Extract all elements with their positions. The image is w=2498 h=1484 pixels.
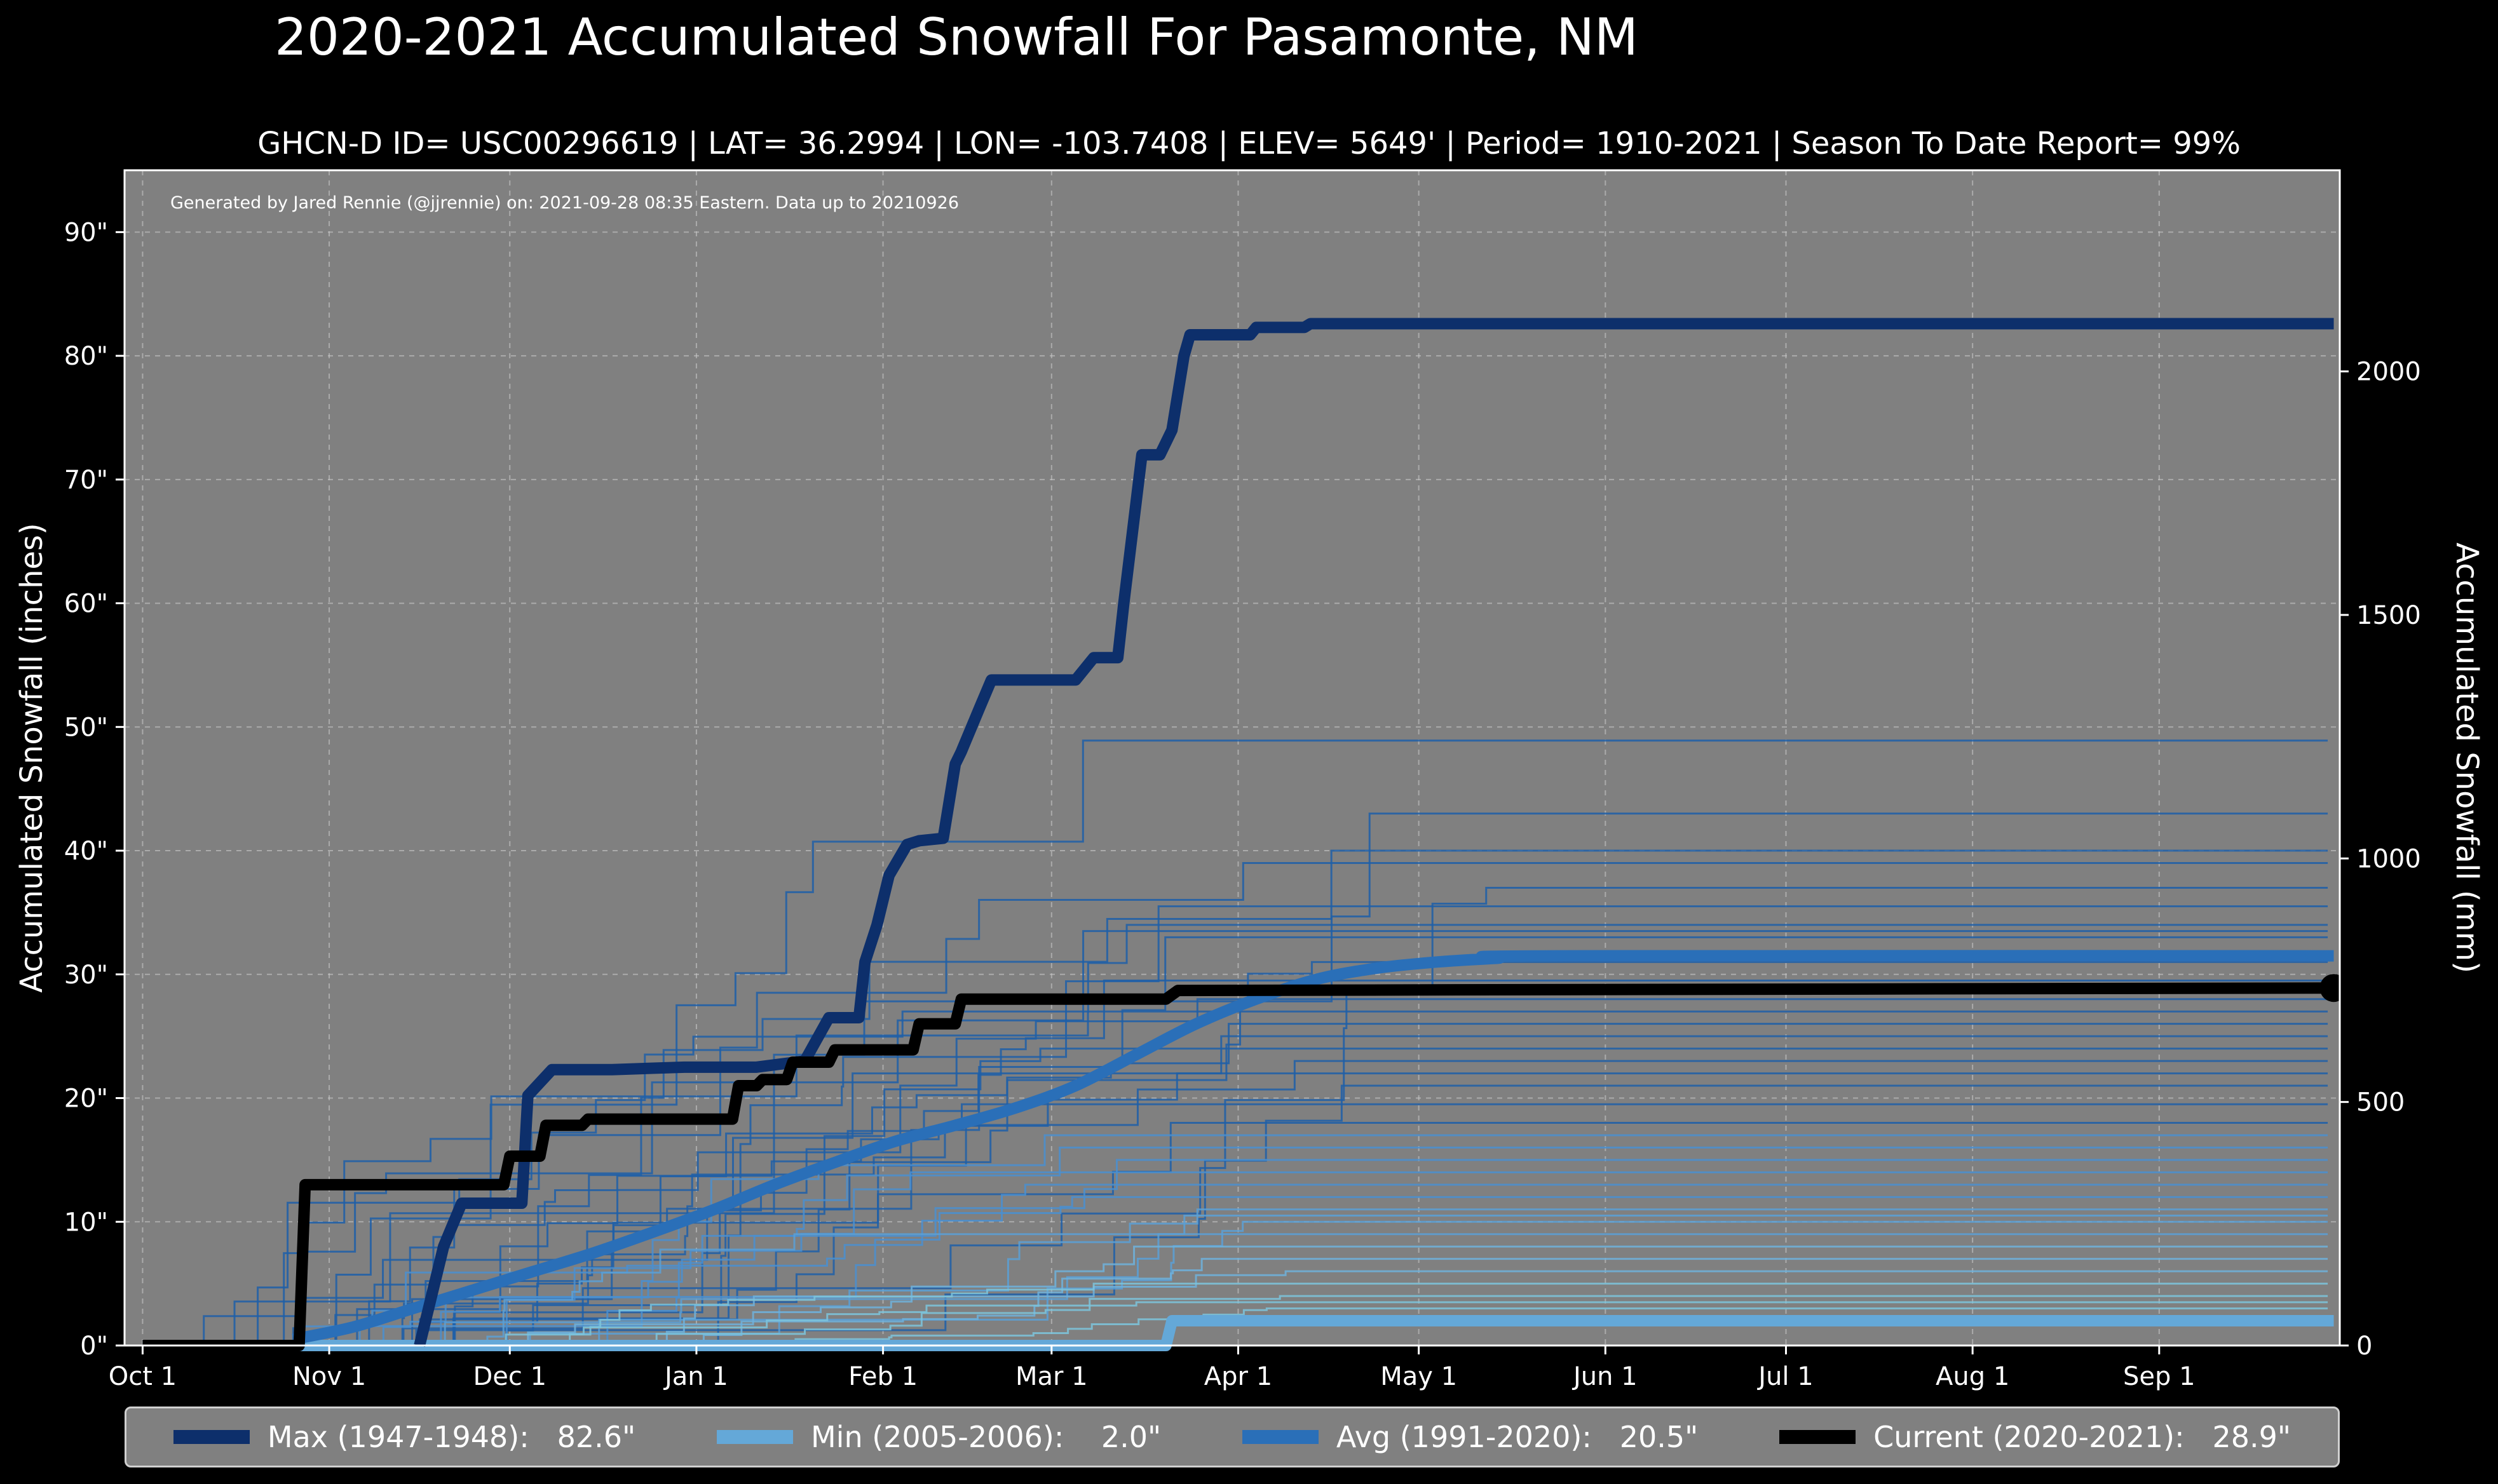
season-line — [142, 1295, 2328, 1347]
chart-subtitle: GHCN-D ID= USC00296619 | LAT= 36.2994 | … — [257, 126, 2241, 161]
x-tick-label: Dec 1 — [473, 1362, 546, 1391]
historical-seasons — [142, 739, 2328, 1347]
legend-label: Current (2020-2021): 28.9" — [1873, 1420, 2291, 1454]
current-marker — [2319, 974, 2348, 1002]
y-tick-label-right: 0 — [2356, 1332, 2372, 1361]
y-tick-label: 10" — [64, 1208, 108, 1237]
season-line — [142, 1307, 2328, 1347]
x-tick-label: Sep 1 — [2123, 1362, 2196, 1391]
series-current-line — [142, 982, 2334, 1351]
y-tick-label: 0" — [80, 1332, 108, 1361]
season-line — [142, 1134, 2328, 1347]
y-tick-label: 40" — [64, 837, 108, 866]
y-tick-label-right: 1000 — [2356, 844, 2421, 874]
y-tick-label-right: 500 — [2356, 1088, 2405, 1117]
grid — [125, 170, 2340, 1346]
legend-swatch — [1779, 1430, 1856, 1444]
legend: Max (1947-1948): 82.6" Min (2005-2006): 2… — [125, 1406, 2340, 1467]
x-tick-label: Feb 1 — [848, 1362, 918, 1391]
chart-title: 2020-2021 Accumulated Snowfall For Pasam… — [275, 8, 1638, 67]
series-max-line — [414, 318, 2334, 1347]
y-tick-label: 60" — [64, 590, 108, 619]
x-tick-label: Jun 1 — [1571, 1362, 1638, 1391]
legend-swatch — [1242, 1430, 1319, 1444]
x-tick-label: May 1 — [1380, 1362, 1457, 1391]
season-line — [142, 813, 2328, 1347]
season-line — [142, 1208, 2328, 1347]
y-tick-label: 90" — [64, 218, 108, 247]
y-tick-label: 20" — [64, 1084, 108, 1114]
y-tick-label-right: 2000 — [2356, 358, 2421, 387]
y-axis-label-left: Accumulated Snowfall (inches) — [14, 523, 50, 993]
season-line — [142, 1010, 2328, 1347]
series-avg-line — [292, 950, 2334, 1346]
season-line — [142, 886, 2328, 1347]
y-tick-label: 30" — [64, 961, 108, 990]
snowfall-chart: Oct 1 Nov 1 Dec 1 Jan 1 Feb 1 Mar 1 Apr 1 May 1… — [14, 169, 2485, 1391]
season-line — [142, 739, 2328, 1347]
plot-area — [125, 170, 2340, 1346]
y-tick-label: 70" — [64, 466, 108, 495]
season-line — [142, 1196, 2328, 1347]
x-tick-label: Jan 1 — [663, 1362, 728, 1391]
season-line — [142, 1233, 2328, 1347]
season-line — [142, 905, 2328, 1347]
legend-item-min: Min (2005-2006): 2.0" — [716, 1420, 1162, 1454]
legend-label: Min (2005-2006): 2.0" — [810, 1420, 1162, 1454]
x-tick-label: Apr 1 — [1204, 1362, 1272, 1391]
legend-swatch — [173, 1430, 250, 1444]
season-line — [142, 1283, 2328, 1347]
season-line — [142, 1146, 2328, 1347]
legend-swatch — [716, 1430, 793, 1444]
y-tick-label: 80" — [64, 342, 108, 371]
y-tick-label-right: 1500 — [2356, 601, 2421, 630]
legend-label: Max (1947-1948): 82.6" — [267, 1420, 636, 1454]
season-line — [142, 1245, 2328, 1347]
season-line — [142, 1270, 2328, 1347]
season-line — [142, 1103, 2328, 1347]
x-tick-label: Aug 1 — [1936, 1362, 2009, 1391]
x-tick-label: Mar 1 — [1015, 1362, 1088, 1391]
y-axis-label-right: Accumulated Snowfall (mm) — [2449, 543, 2485, 973]
legend-item-max: Max (1947-1948): 82.6" — [173, 1420, 635, 1454]
plot-frame — [123, 169, 2341, 1347]
season-line — [142, 1084, 2328, 1347]
x-tick-label: Jul 1 — [1756, 1362, 1813, 1391]
season-line — [142, 862, 2328, 1347]
legend-label: Avg (1991-2020): 20.5" — [1336, 1420, 1699, 1454]
x-tick-label: Oct 1 — [109, 1362, 177, 1391]
season-line — [142, 1072, 2328, 1347]
x-tick-label: Nov 1 — [292, 1362, 366, 1391]
y-tick-label: 50" — [64, 713, 108, 742]
legend-item-avg: Avg (1991-2020): 20.5" — [1242, 1420, 1698, 1454]
credit-text: Generated by Jared Rennie (@jjrennie) on… — [170, 193, 959, 213]
axes: Oct 1 Nov 1 Dec 1 Jan 1 Feb 1 Mar 1 Apr 1 May 1… — [64, 169, 2421, 1391]
legend-item-current: Current (2020-2021): 28.9" — [1779, 1420, 2291, 1454]
